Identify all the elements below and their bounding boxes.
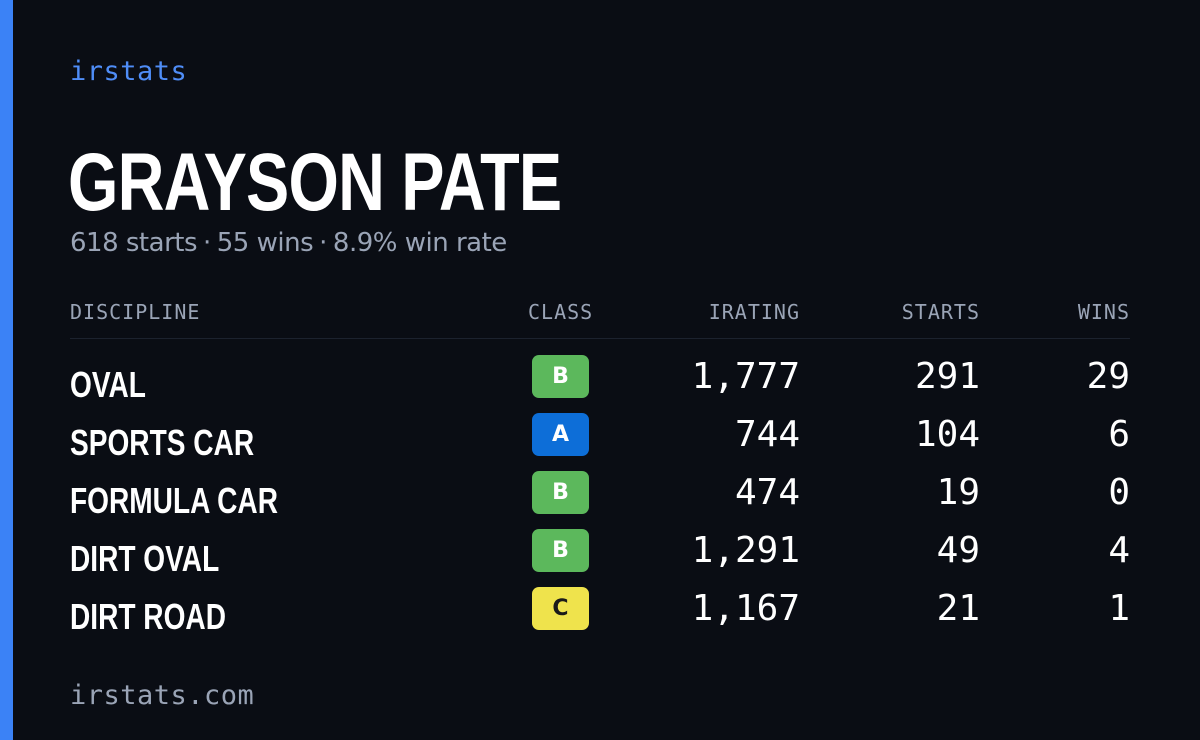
starts-summary: 618 starts [70,228,198,258]
column-header-wins: WINS [1077,300,1130,324]
win-rate-summary: 8.9% win rate [332,228,507,258]
column-header-starts: STARTS [901,300,980,324]
brand-logo: irstats [70,56,188,87]
starts-value: 19 [936,472,980,513]
starts-value: 49 [936,530,980,571]
table-row: DIRT ROAD C 1,167 21 1 [70,571,1130,637]
table-row: FORMULA CAR B 474 19 0 [70,455,1130,521]
wins-summary: 55 wins [216,228,314,258]
separator: · [319,228,327,258]
discipline-name: FORMULA CAR [70,480,278,521]
class-badge: B [532,471,589,514]
table-header: DISCIPLINE CLASS IRATING STARTS WINS [70,298,1130,339]
class-badge: C [532,587,589,630]
discipline-name: SPORTS CAR [70,422,255,463]
class-badge: B [532,529,589,572]
discipline-name: DIRT OVAL [70,538,220,579]
irating-value: 744 [734,414,800,455]
starts-value: 291 [914,356,980,397]
discipline-name: DIRT ROAD [70,596,226,637]
class-badge: B [532,355,589,398]
column-header-class: CLASS [528,300,594,324]
table-row: DIRT OVAL B 1,291 49 4 [70,513,1130,579]
irating-value: 1,291 [691,530,800,571]
table-row: SPORTS CAR A 744 104 6 [70,397,1130,463]
starts-value: 21 [936,588,980,629]
class-badge: A [532,413,589,456]
wins-value: 29 [1086,356,1130,397]
wins-value: 4 [1108,530,1130,571]
accent-bar [0,0,13,740]
driver-summary: 618 starts · 55 wins · 8.9% win rate [70,228,507,258]
driver-name: GRAYSON PATE [68,137,562,228]
stats-table: DISCIPLINE CLASS IRATING STARTS WINS OVA… [70,298,1130,637]
table-body: OVAL B 1,777 291 29 SPORTS CAR A 744 104… [70,339,1130,637]
irating-value: 1,777 [691,356,800,397]
table-row: OVAL B 1,777 291 29 [70,339,1130,405]
column-header-discipline: DISCIPLINE [70,300,201,324]
wins-value: 1 [1108,588,1130,629]
column-header-irating: IRATING [708,300,800,324]
wins-value: 0 [1108,472,1130,513]
separator: · [203,228,211,258]
footer-url: irstats.com [70,680,255,711]
wins-value: 6 [1108,414,1130,455]
irating-value: 1,167 [691,588,800,629]
discipline-name: OVAL [70,364,146,405]
irating-value: 474 [734,472,800,513]
starts-value: 104 [914,414,980,455]
